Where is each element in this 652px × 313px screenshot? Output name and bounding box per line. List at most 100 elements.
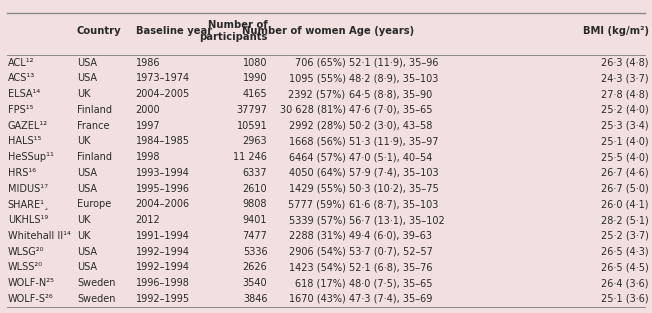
Text: WLSS²⁰: WLSS²⁰ (8, 262, 43, 272)
Text: 1973–1974: 1973–1974 (136, 73, 190, 83)
Text: 1997: 1997 (136, 121, 160, 131)
Text: USA: USA (77, 58, 97, 68)
Text: 25·3 (3·4): 25·3 (3·4) (601, 121, 649, 131)
Text: MIDUS¹⁷: MIDUS¹⁷ (8, 184, 48, 194)
Text: 1998: 1998 (136, 152, 160, 162)
Text: 26·5 (4·5): 26·5 (4·5) (601, 262, 649, 272)
Text: 1984–1985: 1984–1985 (136, 136, 190, 146)
Text: 2000: 2000 (136, 105, 160, 115)
Text: UKHLS¹⁹: UKHLS¹⁹ (8, 215, 48, 225)
Text: ACL¹²: ACL¹² (8, 58, 35, 68)
Text: 1993–1994: 1993–1994 (136, 168, 190, 178)
Text: 5777 (59%): 5777 (59%) (288, 199, 346, 209)
Text: 1668 (56%): 1668 (56%) (289, 136, 346, 146)
Text: Country: Country (77, 26, 121, 36)
Text: 26·3 (4·8): 26·3 (4·8) (601, 58, 649, 68)
Text: 4050 (64%): 4050 (64%) (289, 168, 346, 178)
Text: 3540: 3540 (243, 278, 267, 288)
Text: 52·1 (6·8), 35–76: 52·1 (6·8), 35–76 (349, 262, 432, 272)
Text: 11 246: 11 246 (233, 152, 267, 162)
Text: 26·4 (3·6): 26·4 (3·6) (601, 278, 649, 288)
Text: 51·3 (11·9), 35–97: 51·3 (11·9), 35–97 (349, 136, 438, 146)
Text: Age (years): Age (years) (349, 26, 414, 36)
Text: 1095 (55%): 1095 (55%) (289, 73, 346, 83)
Text: Europe: Europe (77, 199, 111, 209)
Text: 4165: 4165 (243, 89, 267, 99)
Text: 56·7 (13·1), 35–102: 56·7 (13·1), 35–102 (349, 215, 445, 225)
Text: 47·0 (5·1), 40–54: 47·0 (5·1), 40–54 (349, 152, 432, 162)
Text: 1429 (55%): 1429 (55%) (289, 184, 346, 194)
Text: 25·2 (4·0): 25·2 (4·0) (601, 105, 649, 115)
Text: 1986: 1986 (136, 58, 160, 68)
Text: 618 (17%): 618 (17%) (295, 278, 346, 288)
Text: HeSSup¹¹: HeSSup¹¹ (8, 152, 53, 162)
Text: 2004–2005: 2004–2005 (136, 89, 190, 99)
Text: USA: USA (77, 184, 97, 194)
Text: Baseline year: Baseline year (136, 26, 212, 36)
Text: USA: USA (77, 247, 97, 257)
Text: 64·5 (8·8), 35–90: 64·5 (8·8), 35–90 (349, 89, 432, 99)
Text: UK: UK (77, 136, 91, 146)
Text: 9808: 9808 (243, 199, 267, 209)
Text: Number of
participants: Number of participants (199, 20, 267, 42)
Text: GAZEL¹²: GAZEL¹² (8, 121, 48, 131)
Text: Finland: Finland (77, 105, 112, 115)
Text: 6464 (57%): 6464 (57%) (289, 152, 346, 162)
Text: France: France (77, 121, 110, 131)
Text: FPS¹⁵: FPS¹⁵ (8, 105, 33, 115)
Text: USA: USA (77, 262, 97, 272)
Text: 2610: 2610 (243, 184, 267, 194)
Text: USA: USA (77, 168, 97, 178)
Text: 49·4 (6·0), 39–63: 49·4 (6·0), 39–63 (349, 231, 432, 241)
Text: BMI (kg/m²): BMI (kg/m²) (583, 26, 649, 36)
Text: Number of women: Number of women (242, 26, 346, 36)
Text: 37797: 37797 (236, 105, 267, 115)
Text: 1992–1995: 1992–1995 (136, 294, 190, 304)
Text: 48·2 (8·9), 35–103: 48·2 (8·9), 35–103 (349, 73, 438, 83)
Text: HRS¹⁶: HRS¹⁶ (8, 168, 36, 178)
Text: 10591: 10591 (237, 121, 267, 131)
Text: Finland: Finland (77, 152, 112, 162)
Text: 2626: 2626 (243, 262, 267, 272)
Text: 2004–2006: 2004–2006 (136, 199, 190, 209)
Text: 24·3 (3·7): 24·3 (3·7) (601, 73, 649, 83)
Text: UK: UK (77, 215, 91, 225)
Text: 5336: 5336 (243, 247, 267, 257)
Text: Sweden: Sweden (77, 294, 115, 304)
Text: 2906 (54%): 2906 (54%) (289, 247, 346, 257)
Text: 706 (65%): 706 (65%) (295, 58, 346, 68)
Text: 26·7 (5·0): 26·7 (5·0) (601, 184, 649, 194)
Text: 25·1 (4·0): 25·1 (4·0) (601, 136, 649, 146)
Text: HALS¹⁵: HALS¹⁵ (8, 136, 41, 146)
Text: 3846: 3846 (243, 294, 267, 304)
Text: 1991–1994: 1991–1994 (136, 231, 190, 241)
Text: 1995–1996: 1995–1996 (136, 184, 190, 194)
Text: 2288 (31%): 2288 (31%) (289, 231, 346, 241)
Text: 7477: 7477 (243, 231, 267, 241)
Text: 48·0 (7·5), 35–65: 48·0 (7·5), 35–65 (349, 278, 432, 288)
Text: 25·2 (3·7): 25·2 (3·7) (601, 231, 649, 241)
Text: 6337: 6337 (243, 168, 267, 178)
Text: 26·7 (4·6): 26·7 (4·6) (601, 168, 649, 178)
Text: 5339 (57%): 5339 (57%) (289, 215, 346, 225)
Text: 1996–1998: 1996–1998 (136, 278, 190, 288)
Text: 2963: 2963 (243, 136, 267, 146)
Text: 50·2 (3·0), 43–58: 50·2 (3·0), 43–58 (349, 121, 432, 131)
Text: UK: UK (77, 231, 91, 241)
Text: 1670 (43%): 1670 (43%) (289, 294, 346, 304)
Text: SHARE¹¸: SHARE¹¸ (8, 199, 50, 209)
Text: 30 628 (81%): 30 628 (81%) (280, 105, 346, 115)
Text: 50·3 (10·2), 35–75: 50·3 (10·2), 35–75 (349, 184, 439, 194)
Text: 1990: 1990 (243, 73, 267, 83)
Text: UK: UK (77, 89, 91, 99)
Text: ACS¹³: ACS¹³ (8, 73, 35, 83)
Text: 25·1 (3·6): 25·1 (3·6) (601, 294, 649, 304)
Text: 28·2 (5·1): 28·2 (5·1) (601, 215, 649, 225)
Text: 47·3 (7·4), 35–69: 47·3 (7·4), 35–69 (349, 294, 432, 304)
Text: 61·6 (8·7), 35–103: 61·6 (8·7), 35–103 (349, 199, 438, 209)
Text: 2012: 2012 (136, 215, 160, 225)
Text: USA: USA (77, 73, 97, 83)
Text: 2992 (28%): 2992 (28%) (289, 121, 346, 131)
Text: 2392 (57%): 2392 (57%) (288, 89, 346, 99)
Text: 9401: 9401 (243, 215, 267, 225)
